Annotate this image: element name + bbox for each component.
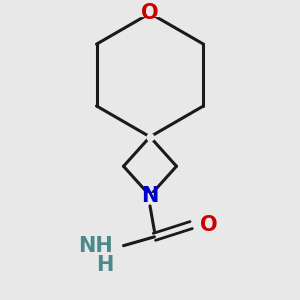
Text: O: O [200, 215, 218, 235]
Text: O: O [141, 3, 159, 23]
Text: N: N [141, 186, 159, 206]
Text: NH: NH [79, 236, 113, 256]
Text: H: H [96, 255, 113, 275]
